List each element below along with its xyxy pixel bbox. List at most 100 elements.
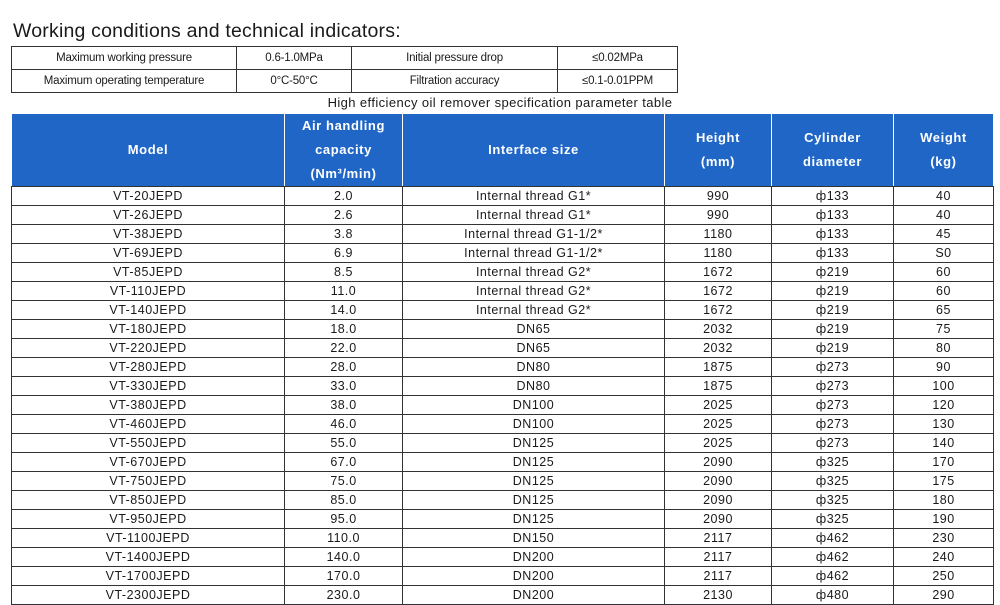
condition-value: 0°C-50°C	[236, 69, 352, 93]
interface-cell: DN80	[402, 376, 665, 396]
table-row: VT-140JEPD 14.0 Internal thread G2* 1672 ф21…	[11, 300, 994, 320]
height-cell: 2117	[664, 547, 772, 567]
header-interface-size: Interface size	[402, 113, 665, 187]
model-cell: VT-180JEPD	[11, 319, 285, 339]
interface-cell: DN150	[402, 528, 665, 548]
model-cell: VT-26JEPD	[11, 205, 285, 225]
diameter-cell: ф325	[771, 452, 894, 472]
table-row: VT-1700JEPD 170.0 DN200 2117 ф462 250	[11, 566, 994, 586]
height-cell: 2130	[664, 585, 772, 605]
height-cell: 1672	[664, 281, 772, 301]
table-row: VT-750JEPD 75.0 DN125 2090 ф325 175	[11, 471, 994, 491]
weight-cell: 190	[893, 509, 994, 529]
model-cell: VT-460JEPD	[11, 414, 285, 434]
table-row: VT-330JEPD 33.0 DN80 1875 ф273 100	[11, 376, 994, 396]
model-cell: VT-140JEPD	[11, 300, 285, 320]
interface-cell: DN200	[402, 547, 665, 567]
capacity-cell: 3.8	[284, 224, 403, 244]
condition-label: Maximum operating temperature	[11, 69, 237, 93]
interface-cell: DN65	[402, 338, 665, 358]
table-row: VT-1400JEPD 140.0 DN200 2117 ф462 240	[11, 547, 994, 567]
height-cell: 1672	[664, 300, 772, 320]
table-row: VT-69JEPD 6.9 Internal thread G1-1/2* 1180 ф…	[11, 243, 994, 263]
table-row: VT-280JEPD 28.0 DN80 1875 ф273 90	[11, 357, 994, 377]
capacity-cell: 230.0	[284, 585, 403, 605]
model-cell: VT-2300JEPD	[11, 585, 285, 605]
model-cell: VT-1100JEPD	[11, 528, 285, 548]
model-cell: VT-85JEPD	[11, 262, 285, 282]
header-line: Air handling	[301, 118, 386, 133]
capacity-cell: 67.0	[284, 452, 403, 472]
weight-cell: 140	[893, 433, 994, 453]
diameter-cell: ф133	[771, 205, 894, 225]
diameter-cell: ф133	[771, 186, 894, 206]
diameter-cell: ф325	[771, 490, 894, 510]
weight-cell: 250	[893, 566, 994, 586]
spec-table: Model Air handling capacity (Nm³/min) Interf…	[11, 113, 994, 605]
table-row: VT-26JEPD 2.6 Internal thread G1* 990 ф133 40	[11, 205, 994, 225]
weight-cell: 60	[893, 281, 994, 301]
spec-header-row: Model Air handling capacity (Nm³/min) Interf…	[11, 113, 994, 187]
capacity-cell: 28.0	[284, 357, 403, 377]
weight-cell: 60	[893, 262, 994, 282]
model-cell: VT-220JEPD	[11, 338, 285, 358]
capacity-cell: 170.0	[284, 566, 403, 586]
header-line: Weight	[920, 130, 967, 145]
interface-cell: DN125	[402, 490, 665, 510]
interface-cell: DN100	[402, 395, 665, 415]
diameter-cell: ф219	[771, 262, 894, 282]
header-cylinder-diameter: Cylinder diameter	[771, 113, 894, 187]
header-line: capacity	[315, 142, 372, 157]
capacity-cell: 38.0	[284, 395, 403, 415]
spec-table-body: VT-20JEPD 2.0 Internal thread G1* 990 ф133 40…	[11, 186, 994, 605]
header-model: Model	[11, 113, 285, 187]
diameter-cell: ф325	[771, 471, 894, 491]
table-row: VT-2300JEPD 230.0 DN200 2130 ф480 290	[11, 585, 994, 605]
diameter-cell: ф462	[771, 547, 894, 567]
interface-cell: DN125	[402, 433, 665, 453]
capacity-cell: 8.5	[284, 262, 403, 282]
height-cell: 990	[664, 205, 772, 225]
height-cell: 2025	[664, 395, 772, 415]
table-row: VT-20JEPD 2.0 Internal thread G1* 990 ф133 40	[11, 186, 994, 206]
diameter-cell: ф219	[771, 281, 894, 301]
weight-cell: 240	[893, 547, 994, 567]
table-row: VT-1100JEPD 110.0 DN150 2117 ф462 230	[11, 528, 994, 548]
table-row: VT-180JEPD 18.0 DN65 2032 ф219 75	[11, 319, 994, 339]
interface-cell: DN100	[402, 414, 665, 434]
model-cell: VT-69JEPD	[11, 243, 285, 263]
diameter-cell: ф219	[771, 338, 894, 358]
header-line: Height	[695, 130, 741, 145]
model-cell: VT-1400JEPD	[11, 547, 285, 567]
height-cell: 2025	[664, 433, 772, 453]
diameter-cell: ф273	[771, 376, 894, 396]
weight-cell: 80	[893, 338, 994, 358]
condition-value: ≤0.02MPa	[557, 46, 678, 70]
table-row: VT-38JEPD 3.8 Internal thread G1-1/2* 1180 ф…	[11, 224, 994, 244]
weight-cell: 180	[893, 490, 994, 510]
weight-cell: 40	[893, 186, 994, 206]
weight-cell: 290	[893, 585, 994, 605]
model-cell: VT-38JEPD	[11, 224, 285, 244]
diameter-cell: ф219	[771, 319, 894, 339]
table-row: VT-460JEPD 46.0 DN100 2025 ф273 130	[11, 414, 994, 434]
header-air-capacity: Air handling capacity (Nm³/min)	[284, 113, 403, 187]
weight-cell: 120	[893, 395, 994, 415]
interface-cell: Internal thread G2*	[402, 262, 665, 282]
condition-label: Filtration accuracy	[351, 69, 558, 93]
interface-cell: DN80	[402, 357, 665, 377]
table-row: VT-110JEPD 11.0 Internal thread G2* 1672 ф21…	[11, 281, 994, 301]
capacity-cell: 95.0	[284, 509, 403, 529]
table-row: VT-950JEPD 95.0 DN125 2090 ф325 190	[11, 509, 994, 529]
weight-cell: 65	[893, 300, 994, 320]
height-cell: 990	[664, 186, 772, 206]
capacity-cell: 33.0	[284, 376, 403, 396]
diameter-cell: ф273	[771, 357, 894, 377]
weight-cell: 100	[893, 376, 994, 396]
capacity-cell: 110.0	[284, 528, 403, 548]
weight-cell: 170	[893, 452, 994, 472]
height-cell: 1875	[664, 376, 772, 396]
model-cell: VT-110JEPD	[11, 281, 285, 301]
header-height: Height (mm)	[664, 113, 772, 187]
interface-cell: Internal thread G2*	[402, 281, 665, 301]
